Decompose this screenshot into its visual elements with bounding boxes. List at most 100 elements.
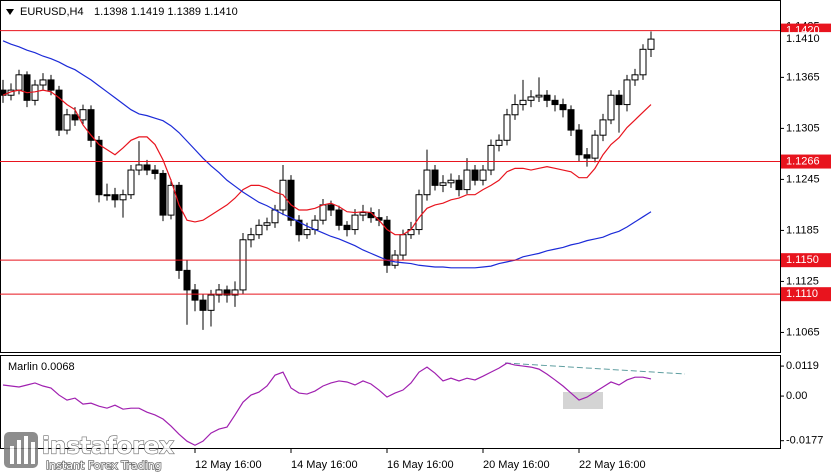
candle-body: [31, 84, 39, 101]
collapse-triangle: [6, 9, 14, 15]
candle-body: [423, 169, 431, 196]
candle-body: [215, 289, 223, 296]
level-label: 1.1266: [786, 155, 820, 167]
candle-body: [519, 99, 527, 106]
candle-body: [351, 214, 359, 231]
watermark-brand: instaforex: [42, 434, 174, 460]
y-tick-label: 0.00: [786, 390, 807, 402]
last-price-box: [781, 32, 831, 47]
candle-body: [615, 94, 623, 106]
candle-body: [87, 109, 95, 141]
watermark: instaforex Instant Forex Trading: [4, 432, 175, 473]
candle-body: [255, 224, 263, 236]
candle-body: [183, 269, 191, 291]
watermark-icon: [4, 432, 38, 468]
y-tick-label: 1.1245: [786, 173, 820, 185]
candle-body: [567, 109, 575, 131]
level-label: 1.1110: [786, 288, 818, 300]
level-label: 1.1150: [786, 254, 819, 266]
candle-body: [599, 119, 607, 136]
candle-body: [47, 79, 55, 91]
candle-body: [487, 144, 495, 171]
candle-body: [623, 79, 631, 106]
highlight-box: [563, 392, 603, 409]
candle-body: [159, 172, 167, 216]
candle-body: [319, 204, 327, 221]
candle-body: [231, 289, 239, 296]
candle-body: [71, 114, 79, 121]
candle-body: [167, 184, 175, 216]
price-panel: [0, 0, 781, 353]
x-tick-label: 22 May 16:00: [579, 459, 646, 471]
marks: [0, 30, 780, 446]
candle-body: [175, 184, 183, 271]
candle-body: [287, 179, 295, 221]
candle-body: [503, 114, 511, 141]
candle-body: [95, 139, 103, 196]
candle-body: [295, 219, 303, 236]
candle-body: [55, 89, 63, 131]
candle-body: [111, 194, 119, 201]
x-tick-label: 20 May 16:00: [483, 459, 550, 471]
candle-body: [143, 164, 151, 171]
candle-body: [335, 209, 343, 226]
candle-body: [383, 219, 391, 266]
level-label-box: [781, 253, 831, 268]
candle-body: [39, 79, 47, 86]
indicator-title: Marlin 0.0068: [8, 361, 75, 373]
candle-body: [119, 194, 127, 201]
candle-body: [327, 204, 335, 211]
ohlc-header: 1.1398 1.1419 1.1389 1.1410: [94, 6, 238, 18]
y-tick-label: 1.1065: [786, 326, 820, 338]
x-tick-label: 12 May 16:00: [195, 459, 262, 471]
candle-body: [559, 104, 567, 111]
candle-body: [343, 224, 351, 231]
y-tick-label: 1.1125: [786, 275, 819, 287]
candle-body: [207, 294, 215, 311]
candle-body: [127, 169, 135, 196]
level-label-box: [781, 287, 831, 302]
candle-body: [647, 38, 655, 50]
candle-body: [199, 299, 207, 311]
candle-body: [15, 74, 23, 91]
moving-average: [2, 89, 652, 236]
candle-body: [247, 234, 255, 241]
candle-body: [399, 234, 407, 256]
candle-body: [151, 169, 159, 174]
y-tick-label: 1.1185: [786, 224, 819, 236]
candle-body: [359, 212, 367, 216]
divergence-line: [504, 362, 686, 375]
candle-body: [471, 169, 479, 181]
y-tick-label: -0.0177: [786, 435, 823, 447]
candle-body: [479, 169, 487, 181]
indicator-line: [2, 362, 652, 446]
moving-average: [2, 40, 652, 269]
candle-body: [447, 179, 455, 184]
candle-body: [583, 154, 591, 159]
candle-body: [103, 194, 111, 197]
candle-body: [271, 209, 279, 224]
candle-body: [527, 96, 535, 101]
candle-body: [239, 239, 247, 291]
candle-body: [135, 164, 143, 171]
candle-body: [439, 182, 447, 186]
candle-body: [23, 74, 31, 101]
candle-body: [607, 94, 615, 121]
level-label-box: [781, 154, 831, 169]
candle-body: [575, 129, 583, 156]
candle-body: [535, 94, 543, 98]
y-tick-label: 1.1305: [786, 122, 820, 134]
x-tick-label: 16 May 16:00: [387, 459, 454, 471]
last-price-label: 1.1410: [786, 33, 820, 45]
candle-body: [191, 289, 199, 301]
candle-body: [455, 179, 463, 191]
candle-body: [543, 94, 551, 101]
candle-body: [511, 104, 519, 116]
candle-body: [463, 169, 471, 191]
candle-body: [551, 99, 559, 106]
candle-body: [223, 289, 231, 296]
candle-body: [63, 114, 71, 131]
candle-body: [79, 109, 87, 121]
watermark-tagline: Instant Forex Trading: [46, 459, 162, 472]
